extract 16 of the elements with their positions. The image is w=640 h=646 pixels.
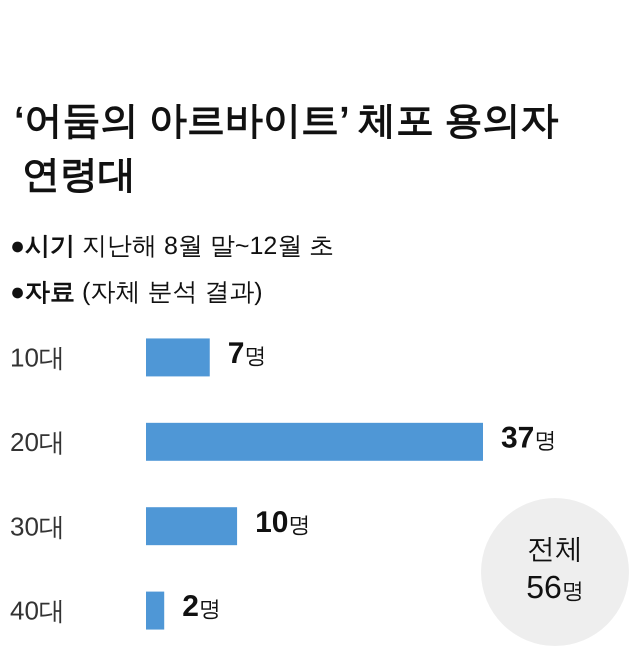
- bar: [146, 338, 210, 376]
- data-label: 37명: [501, 421, 556, 454]
- data-label: 10명: [255, 506, 310, 539]
- text: ●자료 (자체 분석 결과): [10, 278, 263, 306]
- y-tick-label: 20대: [10, 426, 65, 457]
- y-tick-label: 40대: [10, 596, 65, 626]
- y-tick-label: 10대: [10, 342, 65, 373]
- data-label: 7명: [228, 337, 266, 370]
- chart-subtitle: ●시기 지난해 8월 말~12월 초: [10, 232, 334, 260]
- bar: [146, 592, 164, 630]
- chart-title: ‘어둠의 아르바이트’ 체포 용의자 연령대: [14, 100, 559, 196]
- text: 전체 56명: [526, 533, 584, 605]
- data-label: 2명: [182, 590, 221, 624]
- bar: [146, 507, 238, 546]
- bar: [146, 422, 483, 461]
- y-tick-label: 30대: [10, 511, 65, 542]
